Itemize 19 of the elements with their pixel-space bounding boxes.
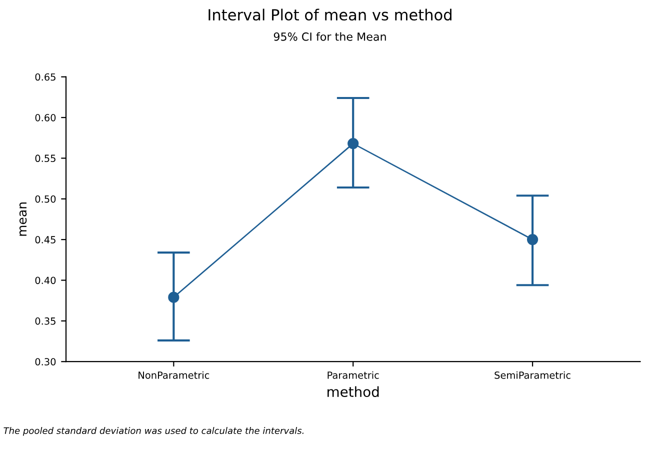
- chart-subtitle: 95% CI for the Mean: [274, 32, 386, 41]
- point: [348, 138, 359, 150]
- text: The pooled standard deviation was used to calculate the intervals.: [4, 427, 304, 436]
- y-tick-label: 0.55: [35, 154, 56, 162]
- y-tick-label: 0.35: [35, 317, 56, 325]
- x-tick-label: SemiParametric: [494, 371, 570, 379]
- y-tick-label: 0.45: [35, 236, 56, 244]
- x-tick-label: Parametric: [328, 371, 379, 379]
- x-tick-label: NonParametric: [138, 371, 210, 379]
- point: [526, 234, 538, 246]
- point: [168, 292, 180, 303]
- y-tick-label: 0.65: [35, 73, 56, 81]
- y-tick-label: 0.50: [35, 195, 56, 203]
- y-tick-label: 0.60: [35, 114, 56, 122]
- y-tick-label: 0.40: [35, 276, 56, 284]
- y-axis-title: mean: [19, 202, 27, 236]
- chart-title: Interval Plot of mean vs method: [208, 8, 452, 21]
- x-axis-title: method: [328, 386, 379, 398]
- y-tick-label: 0.30: [35, 358, 56, 366]
